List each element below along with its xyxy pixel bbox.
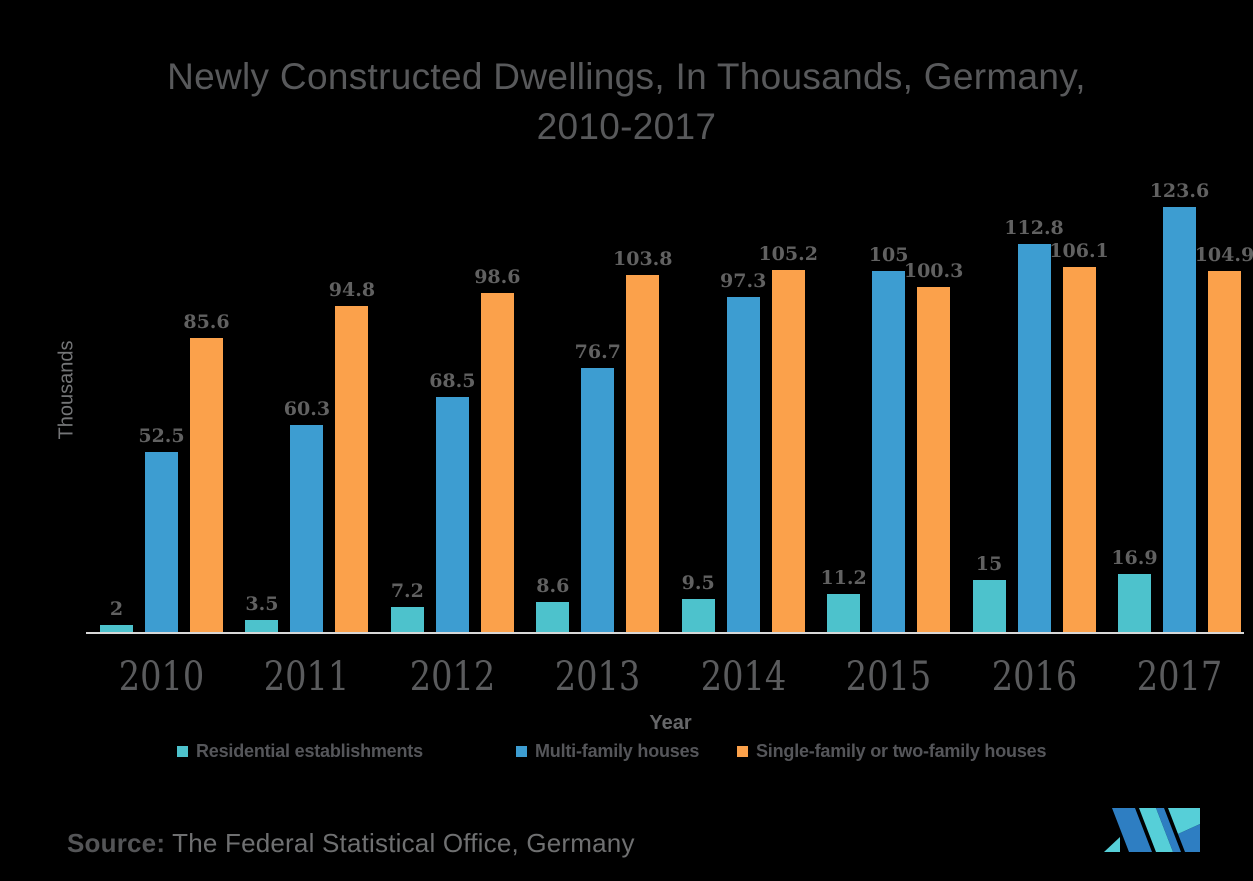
logo-blue-stroke-narrow [1156,808,1181,852]
x-axis-tick-label: 2010 [118,654,205,700]
bar: 85.6 [183,311,230,632]
bar-value-label: 104.9 [1194,244,1253,267]
legend-item: Single-family or two-family houses [737,741,1046,762]
legend-label: Single-family or two-family houses [756,741,1047,761]
bar-value-label: 100.3 [903,260,964,283]
bar: 9.5 [682,572,715,632]
bar-value-label: 105.2 [758,243,818,266]
bar-group-2014: 9.5 97.3 105.2 [682,207,818,632]
y-axis-title: Thousands [55,340,78,440]
bar-value-label: 15 [975,553,1003,576]
bar-group-2013: 8.6 76.7 103.8 [536,207,673,632]
bar: 76.7 [575,341,621,632]
bar-value-label: 60.3 [283,397,331,420]
x-axis-tick-label: 2012 [409,654,496,700]
bar: 7.2 [391,580,424,632]
plot-area: 2 52.5 85.6 3.5 60.3 94.8 7.2 68.5 98.6 8.6 76.7 10… [100,180,1253,632]
mordor-intelligence-logo [1104,808,1200,852]
source-label: Source: [67,828,166,858]
bar: 123.6 [1150,180,1209,632]
bar-value-label: 3.5 [245,593,279,615]
legend-label: Multi-family houses [535,741,700,761]
x-axis-tick-label: 2014 [700,654,786,700]
x-axis-tick-label: 2013 [555,654,641,700]
bar-value-label: 85.6 [183,310,230,333]
bar: 105.2 [758,243,818,632]
bar-value-label: 105 [868,244,909,266]
bar: 2 [100,598,133,632]
bar-value-label: 16.9 [1111,546,1158,569]
bar-value-label: 9.5 [681,572,715,595]
bar-value-label: 2 [109,598,124,621]
chart-title-line2: 2010-2017 [536,106,717,147]
legend-item: Multi-family houses [516,741,699,762]
bar-value-label: 103.8 [613,248,673,271]
bar-group-2017: 16.9 123.6 104.9 [1111,180,1253,632]
bar-group-2010: 2 52.5 85.6 [100,207,230,632]
bar: 8.6 [536,575,569,632]
logo-teal-cap-right [1168,808,1200,834]
x-axis-title: Year [649,712,692,734]
bar: 52.5 [138,425,185,632]
legend: Residential establishments Multi-family h… [0,741,1253,765]
bar-value-label: 7.2 [390,580,424,603]
bar: 15 [972,553,1006,632]
logo-blue-foot-right [1178,824,1200,852]
bar-value-label: 112.8 [1004,217,1064,240]
bar: 16.9 [1111,547,1158,632]
legend-swatch-icon [516,746,527,757]
x-axis-line [86,632,1244,634]
x-axis-tick-label: 2017 [1136,654,1223,700]
bar: 104.9 [1195,244,1253,632]
bar: 60.3 [284,398,330,632]
logo-teal-stroke-middle [1139,808,1173,852]
bar: 98.6 [474,266,520,632]
bar: 68.5 [429,370,475,632]
bar-value-label: 97.3 [720,270,767,293]
legend-swatch-icon [737,746,748,757]
bar-value-label: 8.6 [536,575,570,598]
x-axis-tick-label: 2011 [264,654,350,700]
bar-value-label: 68.5 [429,369,476,392]
bar-value-label: 76.7 [574,341,621,364]
legend-label: Residential establishments [196,741,423,761]
bar-value-label: 123.6 [1149,180,1210,202]
bar: 103.8 [613,248,673,632]
source-note: Source: The Federal Statistical Office, … [67,828,635,859]
logo-teal-triangle [1104,837,1120,852]
bar-value-label: 11.2 [820,566,867,589]
bar: 106.1 [1049,240,1109,632]
bar: 105 [869,244,908,632]
bar-group-2012: 7.2 68.5 98.6 [391,207,520,632]
x-axis-tick-labels: 2010 2011 2012 2013 2014 2015 2016 2017 [100,655,1241,699]
bar: 100.3 [904,260,963,632]
chart-title: Newly Constructed Dwellings, In Thousand… [0,52,1253,152]
chart-title-line1: Newly Constructed Dwellings, In Thousand… [167,56,1086,97]
bar-group-2015: 11.2 105 100.3 [820,207,963,632]
bar: 97.3 [720,270,766,632]
bar-group-2011: 3.5 60.3 94.8 [245,207,375,632]
bar: 94.8 [329,279,375,632]
source-text: The Federal Statistical Office, Germany [172,828,635,858]
bar: 3.5 [245,593,278,632]
bar: 11.2 [820,567,867,632]
bar-value-label: 52.5 [138,424,185,447]
x-axis-tick-label: 2015 [845,654,932,700]
bar-group-2016: 15 112.8 106.1 [972,207,1109,632]
legend-swatch-icon [177,746,188,757]
x-axis-tick-label: 2016 [991,654,1077,700]
bar-value-label: 106.1 [1049,240,1109,263]
bar: 112.8 [1004,217,1064,632]
bar-value-label: 98.6 [474,266,521,288]
legend-item: Residential establishments [177,741,423,762]
bar-value-label: 94.8 [328,279,376,301]
logo-blue-stroke-left [1112,808,1152,852]
